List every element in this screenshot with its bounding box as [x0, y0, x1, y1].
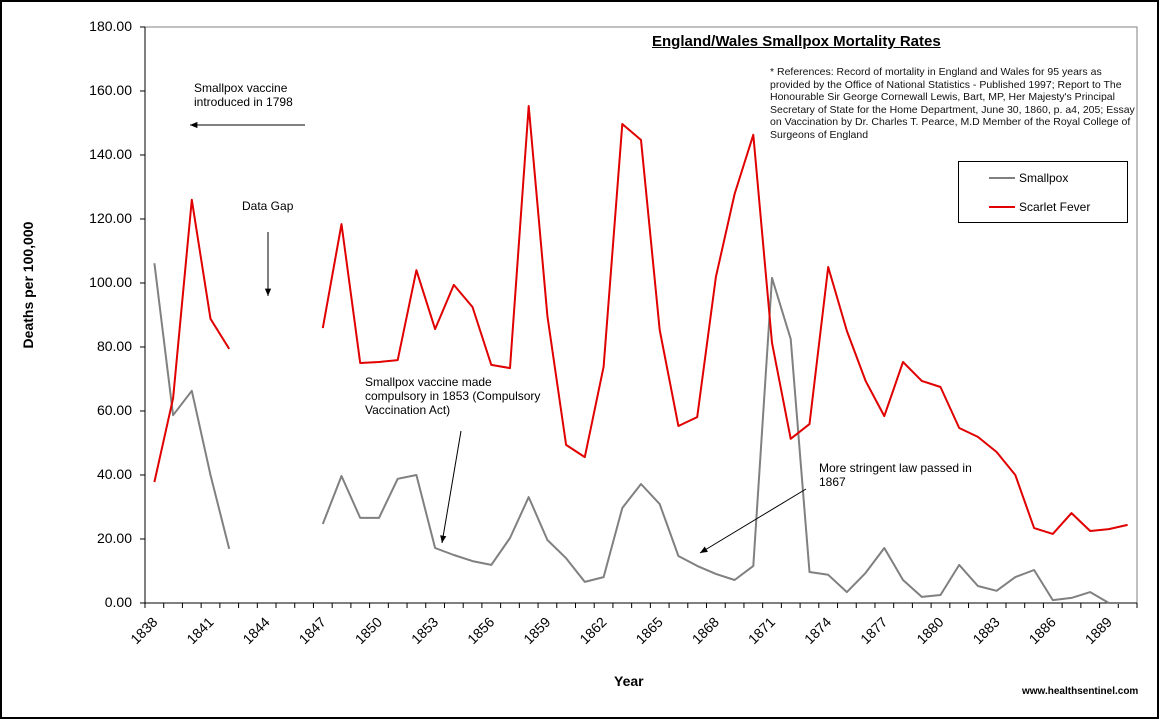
- annotation-line: Smallpox vaccine: [194, 81, 288, 95]
- series-line-smallpox: [321, 276, 1128, 604]
- y-tick-label: 0.00: [104, 594, 132, 610]
- arrow-head-icon: [190, 121, 198, 129]
- series-line-scarlet-fever: [153, 198, 231, 483]
- x-tick-label: 1862: [576, 614, 609, 647]
- annotation-stringent-1867: More stringent law passed in 1867: [819, 461, 972, 489]
- x-tick-label: 1865: [632, 614, 665, 647]
- y-tick-label: 120.00: [89, 210, 132, 226]
- x-tick-label: 1880: [913, 614, 946, 647]
- series-line-smallpox: [153, 263, 231, 550]
- x-tick-label: 1877: [857, 614, 890, 647]
- legend-item-smallpox: Smallpox: [989, 171, 1068, 185]
- chart-title: England/Wales Smallpox Mortality Rates: [652, 33, 941, 50]
- x-tick-label: 1856: [464, 614, 497, 647]
- annotation-line: More stringent law passed in: [819, 461, 972, 475]
- y-tick-label: 100.00: [89, 274, 132, 290]
- x-tick-label: 1883: [969, 614, 1002, 647]
- annotation-line: introduced in 1798: [194, 95, 293, 109]
- y-tick-label: 60.00: [96, 402, 132, 418]
- legend-swatch-scarlet-fever: [989, 206, 1015, 208]
- y-tick-label: 20.00: [96, 530, 132, 546]
- x-tick-label: 1844: [239, 614, 272, 647]
- annotation-arrow: [441, 430, 462, 544]
- references-note: * References: Record of mortality in Eng…: [770, 66, 1135, 141]
- series-line-scarlet-fever: [321, 105, 1128, 535]
- arrow-head-icon: [700, 546, 708, 553]
- x-tick-label: 1868: [689, 614, 722, 647]
- annotation-data-gap: Data Gap: [242, 199, 294, 213]
- annotation-compulsory-1853: Smallpox vaccine made compulsory in 1853…: [365, 375, 540, 417]
- legend-swatch-smallpox: [989, 177, 1015, 179]
- y-tick-label: 80.00: [96, 338, 132, 354]
- x-tick-label: 1850: [352, 614, 385, 647]
- x-tick-label: 1853: [408, 614, 441, 647]
- x-tick-label: 1859: [520, 614, 553, 647]
- annotation-line: Vaccination Act): [365, 403, 451, 417]
- x-tick-label: 1889: [1082, 614, 1115, 647]
- x-tick-label: 1838: [127, 614, 160, 647]
- legend-label: Smallpox: [1019, 171, 1069, 185]
- y-axis-label: Deaths per 100,000: [20, 221, 36, 349]
- y-tick-label: 40.00: [96, 466, 132, 482]
- legend-label: Scarlet Fever: [1019, 200, 1091, 214]
- x-tick-label: 1841: [183, 614, 216, 647]
- y-tick-label: 180.00: [89, 18, 132, 34]
- annotation-vaccine-1798: Smallpox vaccine introduced in 1798: [194, 81, 293, 109]
- y-tick-label: 160.00: [89, 82, 132, 98]
- x-tick-label: 1874: [801, 614, 834, 647]
- x-tick-label: 1871: [745, 614, 778, 647]
- annotation-line: Smallpox vaccine made: [365, 375, 492, 389]
- legend: Smallpox Scarlet Fever: [958, 161, 1128, 223]
- arrow-head-icon: [264, 288, 272, 296]
- x-tick-label: 1847: [296, 614, 329, 647]
- annotation-line: 1867: [819, 475, 846, 489]
- annotation-line: compulsory in 1853 (Compulsory: [365, 389, 541, 403]
- arrow-head-icon: [440, 535, 447, 543]
- y-tick-label: 140.00: [89, 146, 132, 162]
- x-tick-label: 1886: [1026, 614, 1059, 647]
- legend-item-scarlet-fever: Scarlet Fever: [989, 200, 1090, 214]
- annotation-arrow: [699, 488, 807, 554]
- x-axis-label: Year: [614, 673, 644, 689]
- website-credit: www.healthsentinel.com: [1022, 686, 1139, 697]
